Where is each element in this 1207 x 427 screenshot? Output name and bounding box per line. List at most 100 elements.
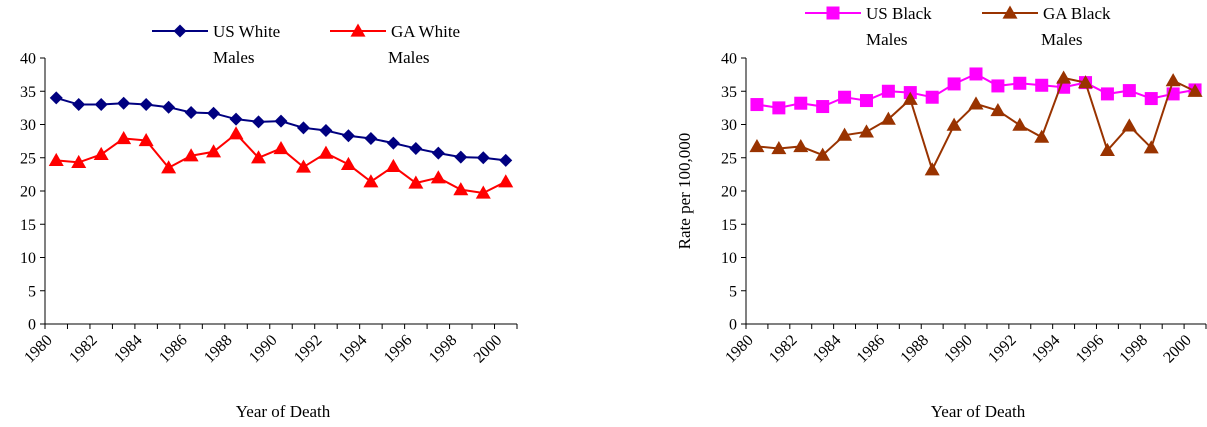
x-tick-label: 1982: [66, 332, 101, 367]
x-tick-label: 2000: [471, 332, 506, 367]
x-tick-label: 1988: [201, 332, 236, 367]
legend-marker: [350, 23, 366, 37]
data-point: [454, 150, 468, 164]
y-tick-label: 40: [20, 51, 36, 68]
data-point: [858, 124, 874, 138]
y-tick-label: 30: [20, 117, 36, 134]
data-point: [1143, 140, 1159, 154]
data-point: [49, 91, 63, 105]
data-point: [385, 158, 401, 173]
data-point: [749, 138, 765, 153]
x-tick-label: 1982: [766, 332, 801, 367]
data-point: [1165, 73, 1181, 87]
data-point: [1056, 70, 1072, 84]
data-point: [139, 98, 153, 112]
data-point: [1099, 142, 1115, 157]
y-tick-label: 25: [721, 150, 737, 167]
data-point: [815, 147, 831, 161]
data-point: [968, 96, 984, 110]
x-tick-label: 1986: [854, 332, 889, 367]
x-tick-label: 1990: [941, 332, 976, 367]
x-tick-label: 1984: [810, 332, 845, 367]
data-point: [296, 121, 310, 135]
x-tick-label: 1994: [1029, 332, 1064, 367]
legend-entry: US White Males: [152, 22, 280, 67]
data-point: [838, 90, 852, 104]
data-point: [750, 98, 764, 112]
data-point: [162, 100, 176, 114]
x-axis-title: Year of Death: [236, 402, 331, 421]
data-point: [946, 117, 962, 131]
legend-label: Males: [1041, 30, 1083, 49]
data-point: [116, 130, 132, 145]
data-point: [837, 127, 853, 141]
data-point: [207, 106, 221, 120]
data-point: [1122, 84, 1136, 98]
data-point: [947, 77, 961, 91]
y-tick-label: 10: [20, 250, 36, 267]
data-point: [475, 185, 491, 199]
y-tick-label: 35: [20, 84, 36, 101]
data-point: [816, 100, 830, 114]
legend-label: US White: [213, 22, 280, 41]
data-point: [794, 96, 808, 110]
data-point: [409, 141, 423, 155]
data-point: [881, 84, 895, 98]
x-tick-label: 1998: [1116, 332, 1151, 367]
x-tick-label: 1994: [336, 332, 371, 367]
data-point: [206, 144, 222, 158]
y-tick-label: 30: [721, 117, 737, 134]
series-2: [48, 126, 514, 199]
x-tick-label: 1980: [21, 332, 56, 367]
x-tick-label: 1996: [381, 332, 416, 367]
data-point: [251, 150, 267, 164]
x-tick-label: 1992: [985, 332, 1020, 367]
data-point: [1035, 78, 1049, 92]
data-point: [48, 152, 64, 167]
data-point: [72, 98, 86, 112]
data-point: [363, 174, 379, 188]
legend-marker: [1002, 5, 1018, 19]
y-axis-title: Rate per 100,000: [675, 133, 694, 250]
legend-label: US Black: [866, 4, 932, 23]
data-point: [991, 79, 1005, 93]
y-tick-label: 5: [28, 283, 36, 300]
data-point: [274, 114, 288, 128]
data-point: [453, 182, 469, 196]
data-point: [318, 145, 334, 159]
data-point: [184, 106, 198, 120]
legend-label: Males: [213, 48, 255, 67]
x-tick-label: 2000: [1160, 332, 1195, 367]
data-point: [880, 111, 896, 125]
data-point: [990, 103, 1006, 117]
data-point: [430, 170, 446, 184]
chart-1: 0 5 10 15 20 25 30 35 40 1980 1982 1984 1986 1988 1990…: [20, 22, 518, 421]
data-point: [1121, 118, 1137, 132]
data-point: [1100, 87, 1114, 101]
data-point: [1187, 83, 1203, 97]
y-tick-label: 15: [20, 217, 36, 234]
y-tick-label: 20: [20, 184, 36, 201]
legend-label: Males: [866, 30, 908, 49]
x-tick-label: 1996: [1073, 332, 1108, 367]
data-point: [340, 156, 356, 171]
x-tick-label: 1980: [722, 332, 757, 367]
data-point: [364, 131, 378, 145]
data-point: [161, 160, 177, 174]
data-point: [771, 140, 787, 155]
y-tick-label: 15: [721, 217, 737, 234]
series-2: [749, 70, 1203, 176]
data-point: [1013, 76, 1027, 90]
x-tick-label: 1988: [897, 332, 932, 367]
data-point: [859, 94, 873, 108]
series-1: [49, 91, 513, 167]
data-point: [431, 146, 445, 160]
x-tick-label: 1984: [111, 332, 146, 367]
legend-marker: [173, 24, 187, 38]
data-point: [93, 146, 109, 161]
data-point: [228, 126, 244, 140]
y-tick-label: 0: [729, 317, 737, 334]
data-point: [386, 136, 400, 150]
data-point: [1078, 75, 1094, 89]
